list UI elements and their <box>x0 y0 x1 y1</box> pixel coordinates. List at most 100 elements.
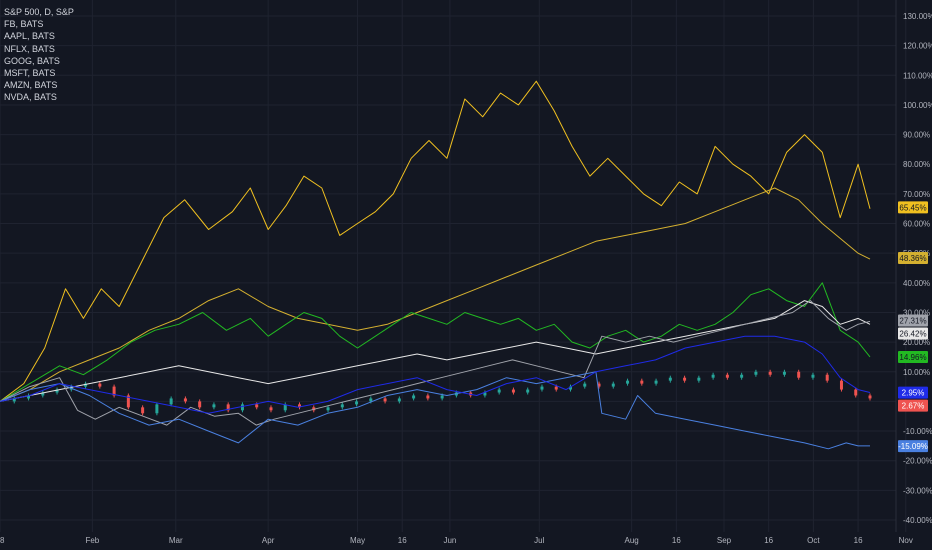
spx-candle <box>797 371 801 378</box>
spx-candle <box>854 389 858 396</box>
series-line-nflx <box>0 80 871 402</box>
spx-candle <box>98 383 102 387</box>
x-tick-label: 16 <box>764 536 773 545</box>
legend-entry-goog[interactable]: GOOG, BATS <box>4 55 60 66</box>
spx-candle <box>711 374 715 378</box>
y-tick-label: 10.00% <box>903 368 930 377</box>
legend-entry-nvda[interactable]: NVDA, BATS <box>4 92 57 103</box>
legend-entry-spx[interactable]: S&P 500, D, S&P <box>4 7 74 17</box>
y-tick-label: 40.00% <box>903 279 930 288</box>
grid <box>0 0 907 532</box>
spx-candle <box>255 404 259 408</box>
spx-candle <box>611 383 615 387</box>
spx-candle <box>198 401 202 408</box>
badge-label-nflx: 65.45% <box>899 203 926 212</box>
y-tick-label: 120.00% <box>903 42 932 51</box>
y-tick-label: 90.00% <box>903 131 930 140</box>
x-axis: 18 Feb Mar Apr May 16 Jun Jul Aug 16 Sep 16 Oct 16 Nov <box>0 536 913 545</box>
spx-bars <box>12 369 872 416</box>
spx-candle <box>27 395 31 399</box>
legend-entry-nflx[interactable]: NFLX, BATS <box>4 43 55 54</box>
badge-aapl <box>898 327 928 340</box>
spx-candle <box>440 395 444 399</box>
spx-candle <box>740 374 744 378</box>
badge-amzn <box>898 252 928 265</box>
spx-candle <box>355 401 359 405</box>
spx-candle <box>183 398 187 402</box>
spx-candle <box>668 377 672 381</box>
spx-candle <box>55 389 59 393</box>
spx-candle <box>626 380 630 384</box>
badge-label-fb: -15.09% <box>898 442 928 451</box>
spx-candle <box>126 395 130 408</box>
spx-candle <box>340 404 344 408</box>
spx-candle <box>283 404 287 411</box>
series-line-amzn <box>0 187 871 402</box>
y-tick-label: 110.00% <box>903 71 932 80</box>
spx-candle <box>497 389 501 393</box>
x-tick-label: Mar <box>169 536 183 545</box>
x-tick-label: May <box>350 536 365 545</box>
x-tick-label: Aug <box>625 536 639 545</box>
badge-label-amzn: 48.36% <box>899 254 926 263</box>
spx-candle <box>554 386 558 390</box>
spx-candle <box>141 407 145 414</box>
spx-candle <box>155 404 159 414</box>
legend-entry-amzn[interactable]: AMZN, BATS <box>4 80 58 91</box>
x-tick-label: 16 <box>854 536 863 545</box>
badge-msft <box>898 351 928 364</box>
x-tick-label: 18 <box>0 536 5 545</box>
legend-entry-fb[interactable]: FB, BATS <box>4 19 44 30</box>
badge-nvda <box>898 386 928 399</box>
legend-entry-msft[interactable]: MSFT, BATS <box>4 68 56 79</box>
spx-candle <box>583 383 587 387</box>
spx-candle <box>112 386 116 396</box>
x-tick-label: Sep <box>717 536 732 545</box>
spx-candle <box>825 374 829 381</box>
y-tick-label: -30.00% <box>903 486 932 495</box>
x-tick-label: 16 <box>398 536 407 545</box>
y-tick-label: 30.00% <box>903 308 930 317</box>
spx-candle <box>298 404 302 408</box>
x-tick-label: Feb <box>85 536 99 545</box>
spx-candle <box>483 392 487 396</box>
x-tick-label: Jul <box>534 536 544 545</box>
series-line-aapl <box>0 300 871 402</box>
badge-label-nvda: 2.95% <box>902 389 925 398</box>
spx-candle <box>511 389 515 393</box>
spx-candle <box>397 398 401 402</box>
badge-label-spx: 2.67% <box>902 402 925 411</box>
series-line-nvda <box>0 335 871 414</box>
y-tick-label: -10.00% <box>903 427 932 436</box>
y-tick-label: -20.00% <box>903 457 932 466</box>
badge-label-goog: 27.31% <box>899 316 926 325</box>
series-lines <box>0 80 871 450</box>
spx-candle <box>597 383 601 387</box>
spx-candle <box>169 398 173 405</box>
spx-candle <box>426 395 430 399</box>
spx-candle <box>868 395 872 399</box>
badge-label-msft: 14.96% <box>899 353 926 362</box>
spx-candle <box>754 371 758 375</box>
legend-entry-aapl[interactable]: AAPL, BATS <box>4 31 55 42</box>
spx-candle <box>226 404 230 411</box>
spx-candle <box>84 383 88 387</box>
y-tick-label: 60.00% <box>903 220 930 229</box>
spx-candle <box>240 404 244 411</box>
legend: S&P 500, D, S&P FB, BATS AAPL, BATS NFLX… <box>4 6 74 104</box>
spx-candle <box>839 380 843 390</box>
y-tick-label: 70.00% <box>903 190 930 199</box>
y-tick-label: 80.00% <box>903 160 930 169</box>
badge-nflx <box>898 201 928 214</box>
spx-candle <box>811 374 815 378</box>
spx-candle <box>697 377 701 381</box>
spx-candle <box>12 398 16 402</box>
spx-candle <box>568 386 572 390</box>
spx-candle <box>269 407 273 411</box>
last-value-badges: 65.45% 48.36% 27.31% 26.42% 14.96% 2.95% 2.67%… <box>898 201 928 453</box>
spx-candle <box>212 404 216 408</box>
spx-candle <box>326 407 330 411</box>
x-tick-label: Oct <box>807 536 820 545</box>
series-line-goog <box>0 300 871 426</box>
